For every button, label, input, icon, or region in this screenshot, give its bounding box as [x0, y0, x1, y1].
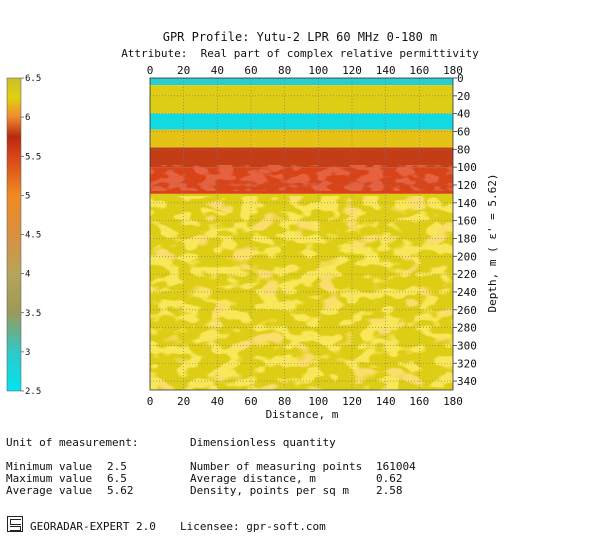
- x-tick-top-0: 0: [147, 64, 154, 77]
- heatmap-layer-3: [150, 129, 453, 148]
- heatmap-layer-0: [150, 78, 453, 86]
- x-tick-top-2: 40: [211, 64, 224, 77]
- colorbar-tick-7: 3: [25, 348, 30, 358]
- x-tick-top-5: 100: [308, 64, 328, 77]
- x-tick-bottom-0: 0: [147, 395, 154, 408]
- y-tick-9: 180: [457, 232, 477, 245]
- heatmap-layer-1: [150, 85, 453, 114]
- x-tick-bottom-2: 40: [211, 395, 224, 408]
- chart-subtitle: Attribute: Real part of complex relative…: [121, 47, 479, 60]
- y-tick-13: 260: [457, 304, 477, 317]
- colorbar-tick-0: 6.5: [25, 74, 41, 84]
- y-axis-right: 0 20 40 60 80 100 120 140 160 180 200 220 240 260 280 3…: [453, 72, 477, 388]
- x-tick-top-3: 60: [244, 64, 257, 77]
- colorbar-tick-8: 2.5: [25, 387, 41, 397]
- stat-distance-value: 0.62: [376, 472, 403, 485]
- stat-min-label: Minimum value: [6, 460, 93, 473]
- app-name: GEORADAR-EXPERT 2.0: [30, 520, 156, 533]
- stat-max-value: 6.5: [107, 472, 127, 485]
- x-tick-bottom-5: 100: [308, 395, 328, 408]
- colorbar-tick-2: 5.5: [25, 152, 41, 162]
- x-tick-bottom-4: 80: [278, 395, 291, 408]
- y-tick-15: 300: [457, 339, 477, 352]
- x-tick-top-1: 20: [177, 64, 190, 77]
- y-tick-7: 140: [457, 197, 477, 210]
- stat-max-label: Maximum value: [6, 472, 93, 485]
- stat-points-label: Number of measuring points: [190, 460, 363, 473]
- x-tick-bottom-1: 20: [177, 395, 190, 408]
- texture-red-band: [150, 165, 453, 191]
- y-tick-12: 240: [457, 286, 477, 299]
- stat-min-value: 2.5: [107, 460, 127, 473]
- x-tick-top-8: 160: [409, 64, 429, 77]
- x-axis-top: 0 20 40 60 80 100 120 140 160 180: [147, 64, 463, 77]
- heatmap-layer-4: [150, 147, 453, 168]
- y-tick-5: 100: [457, 161, 477, 174]
- x-tick-bottom-6: 120: [342, 395, 362, 408]
- x-tick-bottom-8: 160: [409, 395, 429, 408]
- y-tick-8: 160: [457, 215, 477, 228]
- y-tick-0: 0: [457, 72, 464, 85]
- y-tick-1: 20: [457, 90, 470, 103]
- colorbar-tick-6: 3.5: [25, 309, 41, 319]
- x-tick-top-6: 120: [342, 64, 362, 77]
- x-axis-bottom: 0 20 40 60 80 100 120 140 160 180: [147, 395, 463, 408]
- texture-yellow-patches: [150, 196, 453, 390]
- y-axis-label: Depth, m ( ε' = 5.62): [486, 173, 499, 312]
- x-tick-bottom-9: 180: [443, 395, 463, 408]
- y-tick-11: 220: [457, 268, 477, 281]
- x-tick-bottom-7: 140: [376, 395, 396, 408]
- x-tick-top-7: 140: [376, 64, 396, 77]
- y-tick-6: 120: [457, 179, 477, 192]
- licensee: Licensee: gpr-soft.com: [180, 520, 326, 533]
- y-tick-14: 280: [457, 322, 477, 335]
- y-tick-16: 320: [457, 357, 477, 370]
- colorbar-tick-5: 4: [25, 270, 30, 280]
- y-tick-17: 340: [457, 375, 477, 388]
- stat-density-value: 2.58: [376, 484, 403, 497]
- stat-avg-value: 5.62: [107, 484, 134, 497]
- colorbar-tick-4: 4.5: [25, 231, 41, 241]
- colorbar-tick-3: 5: [25, 191, 30, 201]
- stat-avg-label: Average value: [6, 484, 93, 497]
- y-tick-10: 200: [457, 250, 477, 263]
- y-tick-4: 80: [457, 143, 470, 156]
- y-tick-3: 60: [457, 125, 470, 138]
- chart-title: GPR Profile: Yutu-2 LPR 60 MHz 0-180 m: [162, 30, 438, 44]
- x-tick-top-9: 180: [443, 64, 463, 77]
- y-tick-2: 40: [457, 108, 470, 121]
- georadar-logo-icon: [7, 516, 23, 532]
- colorbar: [6, 77, 22, 392]
- heatmap-layer-2: [150, 113, 453, 130]
- unit-value: Dimensionless quantity: [190, 436, 336, 449]
- x-tick-top-4: 80: [278, 64, 291, 77]
- stat-density-label: Density, points per sq m: [190, 484, 349, 497]
- colorbar-ticks: 6.5 6 5.5 5 4.5 4 3.5 3 2.5: [21, 74, 41, 397]
- x-tick-bottom-3: 60: [244, 395, 257, 408]
- stat-distance-label: Average distance, m: [190, 472, 316, 485]
- permittivity-texture: [150, 165, 453, 390]
- unit-label: Unit of measurement:: [6, 436, 139, 449]
- x-axis-label: Distance, m: [266, 408, 339, 421]
- stat-points-value: 161004: [376, 460, 416, 473]
- colorbar-tick-1: 6: [25, 113, 30, 123]
- plot-frame: [149, 77, 454, 391]
